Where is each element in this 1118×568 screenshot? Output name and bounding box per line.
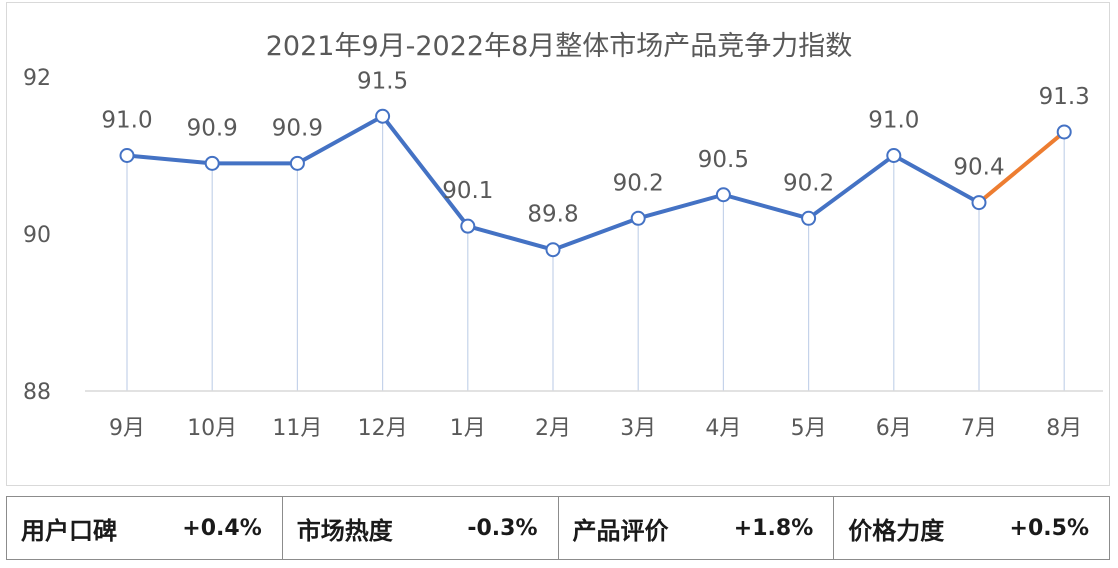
stat-value: +0.4%	[182, 515, 262, 541]
stat-label: 产品评价	[572, 516, 669, 545]
data-label: 90.9	[187, 115, 238, 141]
data-point	[1056, 124, 1072, 140]
chart-frame: 2021年9月-2022年8月整体市场产品竞争力指数 88 90 92 9月 10月 1…	[6, 2, 1110, 486]
data-point	[886, 148, 902, 163]
stats-bar: 用户口碑 +0.4% 市场热度 -0.3% 产品评价 +1.8% 价格力度 +0…	[6, 496, 1110, 560]
x-tick-label: 11月	[272, 416, 322, 441]
stat-value: +1.8%	[733, 515, 814, 541]
data-label: 91.0	[101, 108, 152, 134]
data-label: 90.2	[613, 170, 664, 196]
x-tick-label: 7月	[961, 416, 997, 441]
x-tick-label: 5月	[791, 416, 827, 441]
series-line	[126, 114, 980, 252]
x-tick-label: 3月	[620, 416, 656, 441]
x-tick-label: 12月	[358, 416, 408, 441]
x-tick-label: 10月	[187, 416, 237, 441]
stat-price-strength: 价格力度 +0.5%	[834, 497, 1109, 559]
data-label: 90.4	[953, 155, 1004, 181]
data-label: 91.5	[357, 68, 408, 94]
data-label: 91.3	[1039, 84, 1090, 110]
stat-label: 市场热度	[296, 516, 393, 545]
data-label: 89.8	[527, 202, 578, 228]
x-tick-label: 1月	[450, 416, 486, 441]
stat-market-heat: 市场热度 -0.3%	[283, 497, 559, 559]
data-label: 90.5	[698, 147, 749, 173]
stat-user-reputation: 用户口碑 +0.4%	[7, 497, 283, 559]
data-point	[630, 210, 646, 226]
x-tick-label: 2月	[535, 416, 571, 441]
data-label: 90.2	[783, 170, 834, 196]
stat-value: +0.5%	[1009, 515, 1089, 541]
chart-title: 2021年9月-2022年8月整体市场产品竞争力指数	[266, 31, 853, 62]
stat-value: -0.3%	[467, 515, 538, 541]
data-point	[375, 108, 391, 124]
x-tick-label: 4月	[705, 416, 741, 441]
stat-label: 用户口碑	[21, 516, 117, 545]
x-tick-label: 9月	[109, 416, 145, 441]
y-tick-label: 92	[23, 66, 51, 91]
data-point	[289, 155, 305, 171]
data-point	[715, 187, 731, 203]
data-point	[971, 195, 987, 211]
data-point	[801, 210, 817, 226]
series-line-last-segment	[977, 129, 1067, 205]
stat-label: 价格力度	[848, 516, 945, 545]
x-tick-label: 8月	[1046, 416, 1082, 441]
data-point	[204, 155, 220, 171]
data-label: 90.1	[442, 178, 493, 204]
line-chart: 2021年9月-2022年8月整体市场产品竞争力指数 88 90 92 9月 10月 1…	[23, 31, 1103, 441]
x-tick-label: 6月	[876, 416, 912, 441]
data-label: 90.9	[272, 115, 323, 141]
y-tick-label: 88	[23, 380, 51, 405]
data-point	[119, 148, 135, 163]
y-tick-label: 90	[23, 223, 51, 248]
data-point	[545, 242, 561, 258]
data-label: 91.0	[868, 108, 919, 134]
stat-product-review: 产品评价 +1.8%	[559, 497, 835, 559]
data-point	[460, 218, 476, 234]
